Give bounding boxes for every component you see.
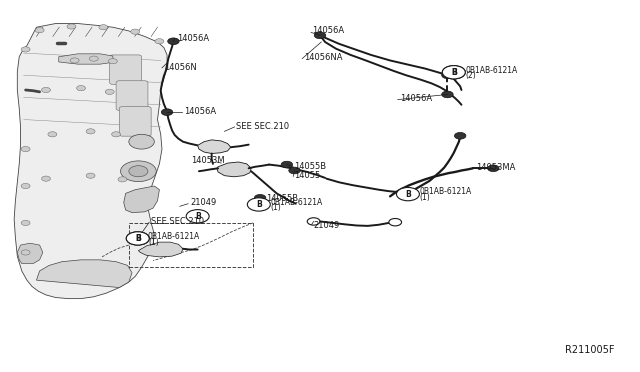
Circle shape (21, 220, 30, 225)
Text: B: B (256, 200, 262, 209)
Circle shape (129, 134, 154, 149)
Polygon shape (217, 162, 251, 177)
Text: (1): (1) (419, 193, 430, 202)
Circle shape (307, 218, 320, 225)
Circle shape (42, 176, 51, 181)
Circle shape (77, 86, 86, 91)
Text: SEE SEC.210: SEE SEC.210 (236, 122, 289, 131)
FancyBboxPatch shape (109, 55, 141, 84)
Text: B: B (135, 234, 141, 243)
Circle shape (247, 198, 270, 211)
Text: 14053M: 14053M (191, 156, 225, 166)
Circle shape (42, 87, 51, 93)
Circle shape (86, 129, 95, 134)
Circle shape (105, 89, 114, 94)
Text: B: B (451, 68, 457, 77)
Text: 14056NA: 14056NA (304, 53, 342, 62)
Text: 14053MA: 14053MA (476, 163, 515, 172)
Text: (1): (1) (270, 203, 281, 212)
Polygon shape (36, 260, 132, 288)
Circle shape (90, 56, 99, 61)
Circle shape (118, 177, 127, 182)
Circle shape (155, 39, 164, 44)
Polygon shape (138, 242, 183, 257)
Text: B: B (405, 190, 411, 199)
Circle shape (21, 250, 30, 255)
Circle shape (129, 166, 148, 177)
Circle shape (281, 161, 292, 168)
Text: (1): (1) (148, 238, 159, 247)
Text: 0B1AB-6121A: 0B1AB-6121A (270, 198, 323, 207)
Text: (2): (2) (465, 71, 476, 80)
Text: 14056A: 14056A (184, 107, 216, 116)
Circle shape (111, 132, 120, 137)
Circle shape (99, 25, 108, 30)
Circle shape (21, 47, 30, 52)
Text: 14055B: 14055B (294, 161, 326, 170)
Circle shape (126, 232, 149, 245)
Circle shape (254, 195, 266, 201)
Circle shape (21, 183, 30, 189)
Polygon shape (17, 243, 43, 263)
Circle shape (21, 147, 30, 152)
Text: 0B1AB-6121A: 0B1AB-6121A (465, 65, 518, 74)
Text: 14056A: 14056A (312, 26, 344, 35)
Text: B: B (451, 68, 457, 77)
Polygon shape (124, 186, 159, 212)
Circle shape (442, 65, 465, 79)
Polygon shape (198, 140, 231, 154)
FancyBboxPatch shape (119, 107, 151, 136)
Text: 14056A: 14056A (400, 94, 433, 103)
Circle shape (126, 232, 149, 245)
Text: 14055B: 14055B (266, 194, 298, 203)
Text: SEE SEC.210: SEE SEC.210 (151, 217, 204, 225)
Circle shape (396, 187, 419, 201)
Circle shape (120, 161, 156, 182)
Circle shape (108, 59, 117, 64)
Circle shape (442, 91, 453, 98)
Text: R211005F: R211005F (565, 345, 615, 355)
Circle shape (454, 132, 466, 139)
Text: B: B (195, 212, 200, 221)
Circle shape (442, 72, 453, 78)
Text: 21049: 21049 (190, 198, 216, 207)
Text: 0B1AB-6121A: 0B1AB-6121A (148, 232, 200, 241)
Circle shape (168, 38, 179, 45)
FancyBboxPatch shape (116, 81, 148, 110)
Circle shape (488, 165, 499, 171)
Circle shape (161, 109, 173, 115)
Text: B: B (135, 234, 141, 243)
Circle shape (131, 29, 140, 34)
Circle shape (314, 32, 326, 39)
Circle shape (70, 58, 79, 63)
Circle shape (86, 173, 95, 178)
Bar (129, 223, 253, 267)
Text: 21049: 21049 (314, 221, 340, 230)
Text: 14056A: 14056A (177, 34, 209, 43)
Circle shape (48, 132, 57, 137)
Circle shape (442, 65, 465, 79)
Text: 14055: 14055 (294, 171, 321, 180)
Circle shape (186, 210, 209, 223)
Circle shape (289, 167, 300, 174)
Text: 0B1AB-6121A: 0B1AB-6121A (419, 187, 472, 196)
Circle shape (389, 218, 401, 226)
Circle shape (67, 24, 76, 29)
Polygon shape (14, 23, 167, 299)
Polygon shape (59, 54, 113, 64)
Text: 14056N: 14056N (164, 63, 196, 72)
Circle shape (35, 28, 44, 33)
